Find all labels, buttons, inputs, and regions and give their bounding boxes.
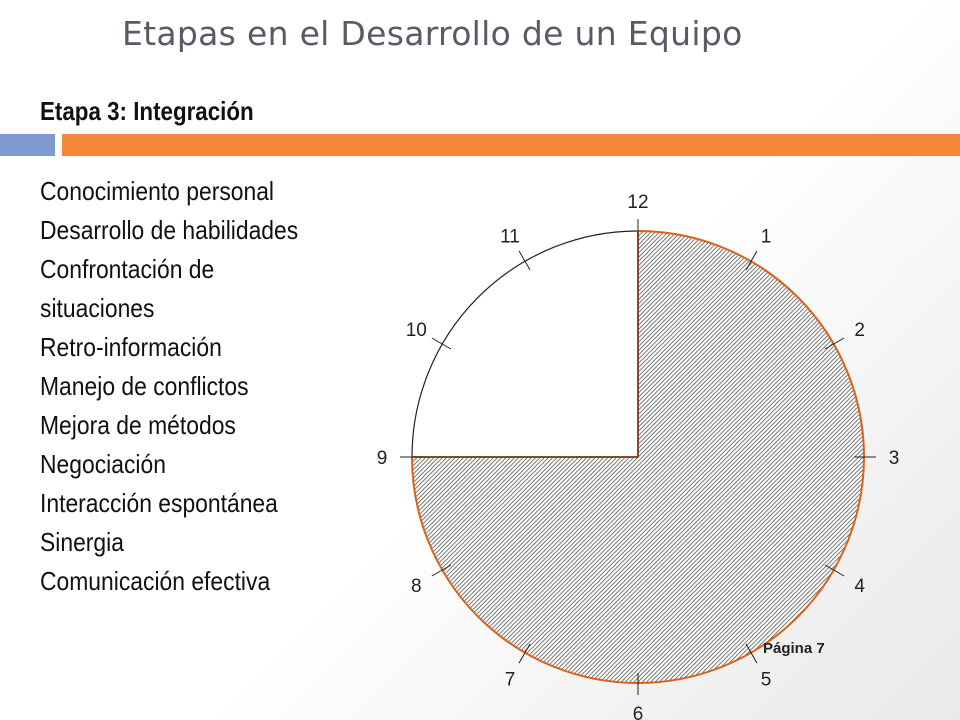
hour-label: 8 bbox=[411, 576, 422, 597]
hour-label: 9 bbox=[377, 448, 388, 469]
page-number-label: Página 7 bbox=[763, 640, 825, 657]
hour-label: 4 bbox=[854, 576, 865, 597]
hour-label: 6 bbox=[633, 704, 644, 720]
hour-label: 3 bbox=[889, 448, 900, 469]
filled-sector bbox=[410, 229, 865, 684]
topic-list: Conocimiento personal Desarrollo de habi… bbox=[40, 172, 333, 601]
hour-label: 11 bbox=[500, 226, 520, 247]
topic-item: Retro-información bbox=[40, 332, 222, 362]
slide-title: Etapas en el Desarrollo de un Equipo bbox=[122, 14, 743, 53]
topic-item: Manejo de conflictos bbox=[40, 371, 249, 401]
topic-item: Interacción espontánea bbox=[40, 488, 278, 518]
topic-item: Confrontación de bbox=[40, 254, 215, 284]
hour-label: 12 bbox=[627, 192, 648, 213]
hour-tick bbox=[745, 250, 758, 271]
hour-label: 2 bbox=[854, 320, 865, 341]
topic-item: situaciones bbox=[40, 293, 155, 323]
hour-tick bbox=[431, 337, 452, 350]
hour-label: 10 bbox=[406, 320, 427, 341]
topic-item: Desarrollo de habilidades bbox=[40, 215, 299, 245]
hour-tick bbox=[824, 337, 845, 350]
hour-tick bbox=[518, 643, 531, 664]
hour-tick bbox=[431, 564, 452, 577]
topic-item: Mejora de métodos bbox=[40, 410, 236, 440]
hour-label: 5 bbox=[761, 670, 772, 691]
accent-bar-orange bbox=[62, 134, 960, 156]
hour-label: 7 bbox=[505, 670, 516, 691]
topic-item: Negociación bbox=[40, 449, 166, 479]
hour-tick bbox=[745, 643, 758, 664]
topic-item: Sinergia bbox=[40, 527, 124, 557]
topic-item: Conocimiento personal bbox=[40, 176, 275, 206]
accent-bar-blue bbox=[0, 134, 55, 156]
slide-subtitle: Etapa 3: Integración bbox=[40, 96, 254, 126]
hour-tick bbox=[824, 564, 845, 577]
hour-label: 1 bbox=[761, 226, 772, 247]
hour-tick bbox=[518, 250, 531, 271]
topic-item: Comunicación efectiva bbox=[40, 566, 271, 596]
